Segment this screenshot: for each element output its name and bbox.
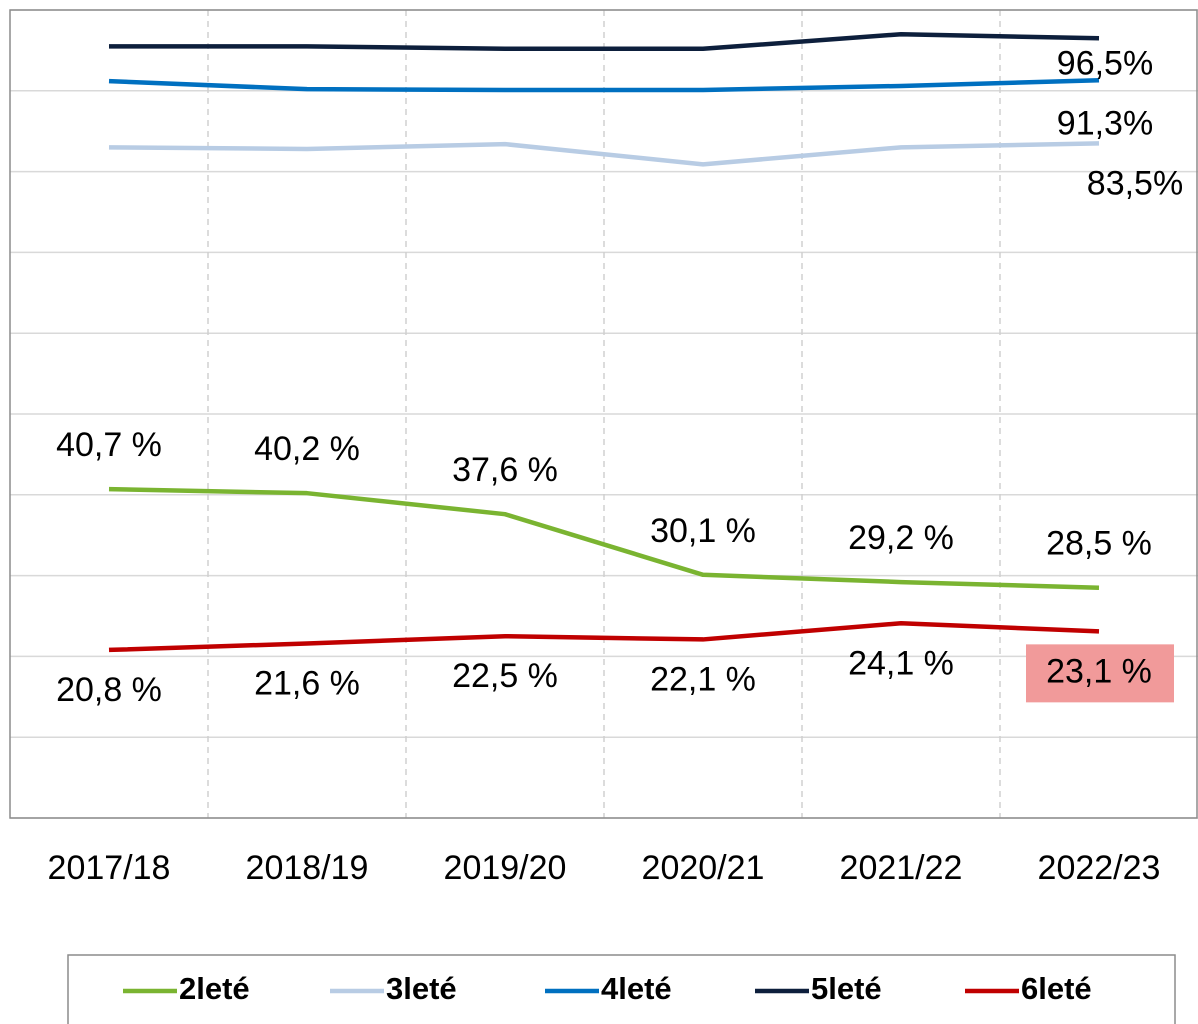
series-line — [109, 31, 1100, 52]
data-label: 24,1 % — [848, 644, 954, 682]
data-label: 21,6 % — [254, 664, 360, 702]
x-tick-label: 2022/23 — [1038, 849, 1161, 887]
x-tick-label: 2017/18 — [48, 849, 171, 887]
x-tick-label: 2020/21 — [642, 849, 765, 887]
data-label: 20,8 % — [56, 671, 162, 709]
data-label: 96,5% — [1057, 44, 1153, 82]
series-line — [108, 621, 1100, 653]
data-label: 22,1 % — [650, 660, 756, 698]
label-highlight — [1026, 644, 1174, 703]
legend-label: 6leté — [1021, 971, 1092, 1006]
data-label: 30,1 % — [650, 512, 756, 550]
legend-label: 3leté — [386, 971, 457, 1006]
series-line — [108, 141, 1100, 167]
series-line — [108, 78, 1100, 93]
data-label: 40,2 % — [254, 430, 360, 468]
data-label: 37,6 % — [452, 451, 558, 489]
legend-label: 2leté — [179, 971, 250, 1006]
x-tick-label: 2019/20 — [444, 849, 567, 887]
plot-border — [9, 9, 1198, 819]
series-line — [108, 486, 1100, 590]
legend-label: 5leté — [811, 971, 882, 1006]
data-label: 40,7 % — [56, 426, 162, 464]
data-label: 28,5 % — [1046, 525, 1152, 563]
x-tick-label: 2018/19 — [246, 849, 369, 887]
data-label: 91,3% — [1057, 104, 1153, 142]
data-label: 29,2 % — [848, 519, 954, 557]
legend-label: 4leté — [601, 971, 672, 1006]
data-label: 23,1 % — [1046, 652, 1152, 690]
x-tick-label: 2021/22 — [840, 849, 963, 887]
data-label: 22,5 % — [452, 657, 558, 695]
data-label: 83,5% — [1087, 164, 1183, 202]
